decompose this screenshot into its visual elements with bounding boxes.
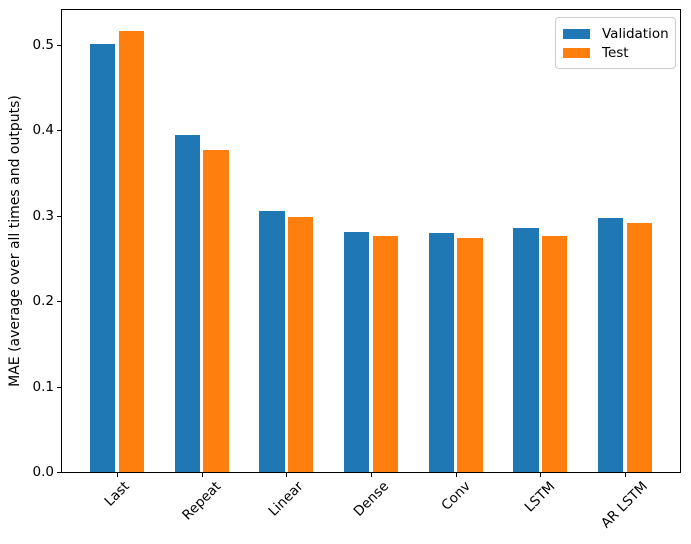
x-tick-label-linear: Linear xyxy=(265,478,307,520)
legend-item-test: Test xyxy=(563,43,667,62)
legend-item-validation: Validation xyxy=(563,24,669,43)
y-axis-title: MAE (average over all times and outputs) xyxy=(7,95,23,387)
test-color-swatch xyxy=(563,47,590,58)
validation-color-swatch xyxy=(563,28,590,39)
x-tick-label-lstm: LSTM xyxy=(521,478,559,516)
x-tick-label-repeat: Repeat xyxy=(179,478,224,524)
x-tick-mark xyxy=(286,473,288,477)
y-tick-mark xyxy=(57,472,61,473)
x-tick-mark xyxy=(455,473,457,477)
y-tick-label-0.3: 0.3 xyxy=(32,207,54,224)
bar-validation-dense xyxy=(343,232,370,472)
bar-validation-lstm xyxy=(513,227,539,472)
bar-validation-ar-lstm xyxy=(597,217,624,472)
x-tick-mark xyxy=(201,473,203,477)
y-tick-mark xyxy=(57,301,61,303)
y-tick-mark xyxy=(57,130,61,132)
y-tick-label-0.1: 0.1 xyxy=(32,378,54,395)
x-tick-label-last: Last xyxy=(101,478,133,510)
bar-test-dense xyxy=(372,236,399,472)
x-tick-mark xyxy=(371,473,372,477)
legend-label-test: Test xyxy=(602,44,629,61)
y-tick-mark xyxy=(57,386,61,388)
bar-test-ar-lstm xyxy=(626,222,652,472)
bar-validation-conv xyxy=(428,232,454,472)
x-tick-mark xyxy=(624,473,626,477)
bar-test-repeat xyxy=(203,150,229,472)
bar-test-lstm xyxy=(541,236,568,472)
legend: Validation Test xyxy=(555,17,676,69)
y-tick-mark xyxy=(57,215,61,217)
y-tick-label-0.2: 0.2 xyxy=(32,293,54,310)
x-tick-label-ar-lstm: AR LSTM xyxy=(598,478,652,532)
y-tick-label-0.0: 0.0 xyxy=(32,464,54,480)
bar-validation-linear xyxy=(259,210,285,472)
bar-validation-repeat xyxy=(174,134,201,472)
x-tick-label-conv: Conv xyxy=(437,478,474,514)
legend-label-validation: Validation xyxy=(602,25,669,42)
x-tick-mark xyxy=(540,473,542,477)
x-tick-mark xyxy=(117,473,119,477)
y-tick-label-0.4: 0.4 xyxy=(32,122,54,139)
bar-validation-last xyxy=(90,44,116,472)
bar-test-conv xyxy=(457,238,483,472)
x-tick-label-dense: Dense xyxy=(350,478,392,520)
plot-area xyxy=(61,9,681,473)
y-tick-label-0.5: 0.5 xyxy=(32,37,54,53)
bar-test-last xyxy=(118,31,145,472)
y-tick-mark xyxy=(57,45,61,46)
bar-test-linear xyxy=(288,216,314,472)
